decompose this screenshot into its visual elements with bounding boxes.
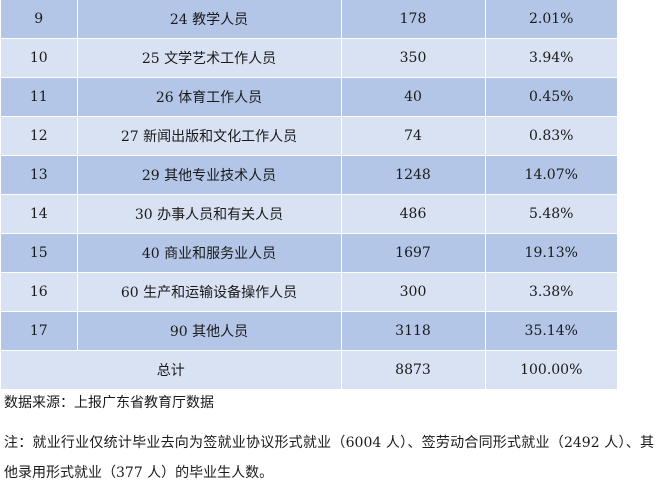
table-row: 10 25 文学艺术工作人员 350 3.94% bbox=[1, 38, 617, 78]
row-number: 14 bbox=[1, 194, 78, 234]
employment-occupation-table: 9 24 教学人员 178 2.01% 10 25 文学艺术工作人员 350 3… bbox=[1, 0, 617, 389]
percentage: 3.94% bbox=[485, 38, 617, 78]
row-number: 17 bbox=[1, 311, 78, 351]
table-row: 9 24 教学人员 178 2.01% bbox=[1, 0, 617, 39]
percentage: 35.14% bbox=[485, 311, 617, 351]
graduate-count: 1697 bbox=[341, 233, 486, 273]
table-body: 9 24 教学人员 178 2.01% 10 25 文学艺术工作人员 350 3… bbox=[1, 0, 617, 389]
graduate-count: 178 bbox=[341, 0, 486, 39]
row-number: 9 bbox=[1, 0, 78, 39]
percentage: 2.01% bbox=[485, 0, 617, 39]
occupation-name: 24 教学人员 bbox=[77, 0, 342, 39]
graduate-count: 74 bbox=[341, 116, 486, 156]
occupation-name: 25 文学艺术工作人员 bbox=[77, 38, 342, 78]
total-label: 总计 bbox=[1, 350, 342, 389]
graduate-count: 40 bbox=[341, 77, 486, 117]
table-row: 15 40 商业和服务业人员 1697 19.13% bbox=[1, 233, 617, 273]
percentage: 19.13% bbox=[485, 233, 617, 273]
graduate-count: 300 bbox=[341, 272, 486, 312]
row-number: 13 bbox=[1, 155, 78, 195]
table-row: 17 90 其他人员 3118 35.14% bbox=[1, 311, 617, 351]
occupation-name: 30 办事人员和有关人员 bbox=[77, 194, 342, 234]
table-row: 16 60 生产和运输设备操作人员 300 3.38% bbox=[1, 272, 617, 312]
occupation-name: 29 其他专业技术人员 bbox=[77, 155, 342, 195]
row-number: 16 bbox=[1, 272, 78, 312]
occupation-name: 40 商业和服务业人员 bbox=[77, 233, 342, 273]
table-row: 12 27 新闻出版和文化工作人员 74 0.83% bbox=[1, 116, 617, 156]
row-number: 15 bbox=[1, 233, 78, 273]
row-number: 12 bbox=[1, 116, 78, 156]
data-source-caption: 数据来源：上报广东省教育厅数据 bbox=[4, 395, 214, 411]
percentage: 5.48% bbox=[485, 194, 617, 234]
graduate-count: 3118 bbox=[341, 311, 486, 351]
occupation-name: 60 生产和运输设备操作人员 bbox=[77, 272, 342, 312]
percentage: 0.83% bbox=[485, 116, 617, 156]
row-number: 11 bbox=[1, 77, 78, 117]
occupation-name: 26 体育工作人员 bbox=[77, 77, 342, 117]
table-row: 14 30 办事人员和有关人员 486 5.48% bbox=[1, 194, 617, 234]
occupation-name: 27 新闻出版和文化工作人员 bbox=[77, 116, 342, 156]
percentage: 0.45% bbox=[485, 77, 617, 117]
graduate-count: 486 bbox=[341, 194, 486, 234]
percentage: 3.38% bbox=[485, 272, 617, 312]
graduate-count: 350 bbox=[341, 38, 486, 78]
occupation-name: 90 其他人员 bbox=[77, 311, 342, 351]
table-row: 13 29 其他专业技术人员 1248 14.07% bbox=[1, 155, 617, 195]
total-count: 8873 bbox=[341, 350, 486, 389]
total-percentage: 100.00% bbox=[485, 350, 617, 389]
total-row: 总计 8873 100.00% bbox=[1, 350, 617, 389]
graduate-count: 1248 bbox=[341, 155, 486, 195]
row-number: 10 bbox=[1, 38, 78, 78]
footnote: 注：就业行业仅统计毕业去向为签就业协议形式就业（6004 人）、签劳动合同形式就… bbox=[4, 435, 654, 481]
table-row: 11 26 体育工作人员 40 0.45% bbox=[1, 77, 617, 117]
percentage: 14.07% bbox=[485, 155, 617, 195]
